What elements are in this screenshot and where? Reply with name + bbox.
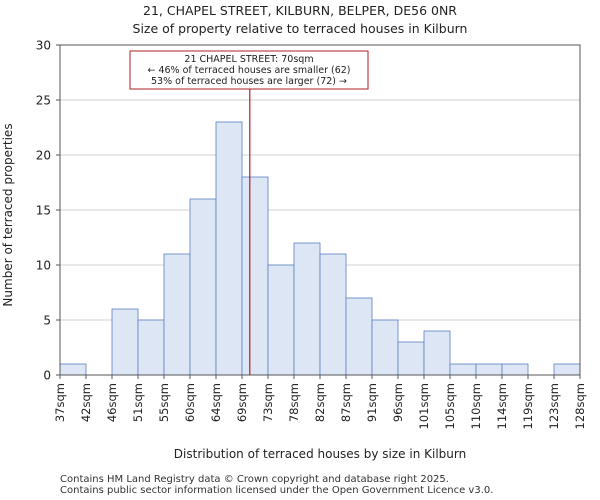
y-tick-label: 20 — [36, 149, 51, 163]
bar-60sqm — [189, 198, 217, 376]
x-tick-label-128sqm: 128sqm — [573, 383, 587, 429]
x-tick-label-114sqm: 114sqm — [495, 383, 509, 429]
x-axis-ticks: 37sqm 42sqm 46sqm 51sqm 55sqm 60sqm 64sqm 69sqm… — [53, 375, 587, 429]
x-tick-label-51sqm: 51sqm — [131, 383, 145, 422]
footer-line1: Contains HM Land Registry data © Crown c… — [60, 474, 449, 485]
bar-69sqm — [241, 176, 269, 376]
y-tick-label: 30 — [36, 39, 51, 53]
x-tick-label-78sqm: 78sqm — [287, 383, 301, 422]
y-tick-label: 10 — [36, 259, 51, 273]
y-axis-label: Number of terraced properties — [1, 123, 15, 306]
bar-55sqm — [163, 253, 191, 376]
x-tick-label-46sqm: 46sqm — [105, 383, 119, 422]
y-tick-label: 25 — [36, 94, 51, 108]
chart-title-line2: Size of property relative to terraced ho… — [133, 21, 468, 36]
x-tick-label-105sqm: 105sqm — [443, 383, 457, 429]
bar-101sqm — [423, 330, 451, 376]
bar-46sqm — [111, 308, 139, 376]
y-tick-label: 15 — [36, 204, 51, 218]
bar-87sqm — [345, 297, 373, 376]
bar-82sqm — [319, 253, 347, 376]
annotation-line3: 53% of terraced houses are larger (72) → — [151, 76, 347, 87]
x-tick-label-91sqm: 91sqm — [365, 383, 379, 422]
annotation-line1: 21 CHAPEL STREET: 70sqm — [184, 54, 313, 65]
bar-73sqm — [267, 264, 295, 376]
x-tick-label-87sqm: 87sqm — [339, 383, 353, 422]
bar-37sqm — [59, 363, 87, 376]
bar-114sqm — [501, 363, 529, 376]
x-tick-label-69sqm: 69sqm — [235, 383, 249, 422]
x-tick-label-42sqm: 42sqm — [79, 383, 93, 422]
x-tick-label-96sqm: 96sqm — [391, 383, 405, 422]
x-tick-label-119sqm: 119sqm — [521, 383, 535, 429]
bar-110sqm — [475, 363, 503, 376]
bars — [59, 121, 581, 376]
x-tick-label-64sqm: 64sqm — [209, 383, 223, 422]
annotation-box: 21 CHAPEL STREET: 70sqm ← 46% of terrace… — [129, 50, 369, 90]
x-axis-label: Distribution of terraced houses by size … — [174, 447, 466, 461]
annotation-line2: ← 46% of terraced houses are smaller (62… — [147, 65, 350, 76]
x-tick-label-55sqm: 55sqm — [157, 383, 171, 422]
bar-51sqm — [137, 319, 165, 376]
chart-title-line1: 21, CHAPEL STREET, KILBURN, BELPER, DE56… — [143, 3, 457, 18]
y-tick-label: 5 — [43, 314, 51, 328]
bar-78sqm — [293, 242, 321, 376]
x-tick-label-101sqm: 101sqm — [417, 383, 431, 429]
bar-96sqm — [397, 341, 425, 376]
bar-123sqm — [553, 363, 581, 376]
x-tick-label-82sqm: 82sqm — [313, 383, 327, 422]
bar-64sqm — [215, 121, 243, 376]
y-axis-ticks: 0 5 10 15 20 25 30 — [36, 39, 60, 383]
x-tick-label-110sqm: 110sqm — [469, 383, 483, 429]
x-tick-label-73sqm: 73sqm — [261, 383, 275, 422]
bar-91sqm — [371, 319, 399, 376]
x-tick-label-123sqm: 123sqm — [547, 383, 561, 429]
x-tick-label-37sqm: 37sqm — [53, 383, 67, 422]
footer-line2: Contains public sector information licen… — [60, 485, 494, 496]
x-tick-label-60sqm: 60sqm — [183, 383, 197, 422]
y-tick-label: 0 — [43, 369, 51, 383]
bar-105sqm — [449, 363, 477, 376]
